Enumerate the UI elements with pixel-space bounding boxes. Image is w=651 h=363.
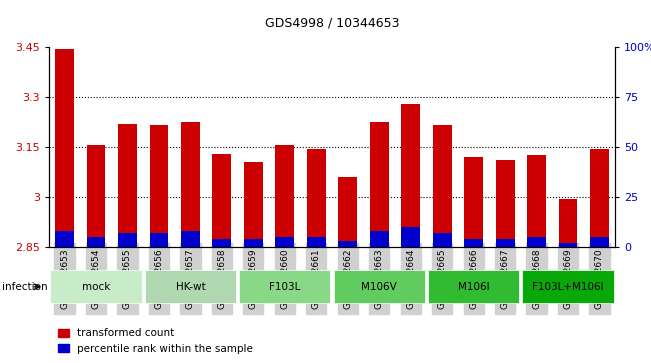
Text: M106I: M106I bbox=[458, 282, 490, 292]
Text: infection: infection bbox=[3, 282, 48, 292]
Text: mock: mock bbox=[82, 282, 110, 292]
Bar bbox=[433, 125, 452, 247]
Bar bbox=[244, 239, 263, 247]
Bar bbox=[244, 162, 263, 247]
FancyBboxPatch shape bbox=[333, 270, 425, 303]
Text: F103L: F103L bbox=[269, 282, 301, 292]
Bar bbox=[181, 231, 200, 247]
Bar bbox=[307, 149, 326, 247]
FancyBboxPatch shape bbox=[239, 270, 331, 303]
Bar bbox=[401, 227, 420, 247]
Bar bbox=[527, 237, 546, 247]
Bar bbox=[212, 154, 231, 247]
Bar bbox=[590, 149, 609, 247]
Bar bbox=[464, 239, 483, 247]
Bar bbox=[433, 233, 452, 247]
Bar bbox=[55, 49, 74, 247]
Bar bbox=[339, 177, 357, 247]
Legend: transformed count, percentile rank within the sample: transformed count, percentile rank withi… bbox=[54, 324, 257, 358]
Bar bbox=[55, 231, 74, 247]
Bar bbox=[150, 233, 169, 247]
Bar bbox=[275, 145, 294, 247]
Text: F103L+M106I: F103L+M106I bbox=[532, 282, 604, 292]
Bar bbox=[212, 239, 231, 247]
Bar bbox=[150, 125, 169, 247]
Text: HK-wt: HK-wt bbox=[176, 282, 205, 292]
Bar bbox=[590, 237, 609, 247]
FancyBboxPatch shape bbox=[428, 270, 519, 303]
Bar bbox=[118, 124, 137, 247]
Bar bbox=[370, 231, 389, 247]
Bar bbox=[275, 237, 294, 247]
Bar bbox=[495, 239, 514, 247]
Bar bbox=[87, 237, 105, 247]
Text: GDS4998 / 10344653: GDS4998 / 10344653 bbox=[265, 16, 399, 29]
Bar bbox=[464, 157, 483, 247]
Bar bbox=[527, 155, 546, 247]
Bar bbox=[401, 104, 420, 247]
Bar bbox=[87, 145, 105, 247]
Text: M106V: M106V bbox=[361, 282, 397, 292]
Bar bbox=[339, 241, 357, 247]
Bar bbox=[559, 199, 577, 247]
FancyBboxPatch shape bbox=[50, 270, 142, 303]
Bar bbox=[370, 122, 389, 247]
FancyBboxPatch shape bbox=[145, 270, 236, 303]
Bar bbox=[559, 243, 577, 247]
Bar bbox=[495, 160, 514, 247]
Bar bbox=[181, 122, 200, 247]
Bar bbox=[118, 233, 137, 247]
FancyBboxPatch shape bbox=[522, 270, 614, 303]
Bar bbox=[307, 237, 326, 247]
